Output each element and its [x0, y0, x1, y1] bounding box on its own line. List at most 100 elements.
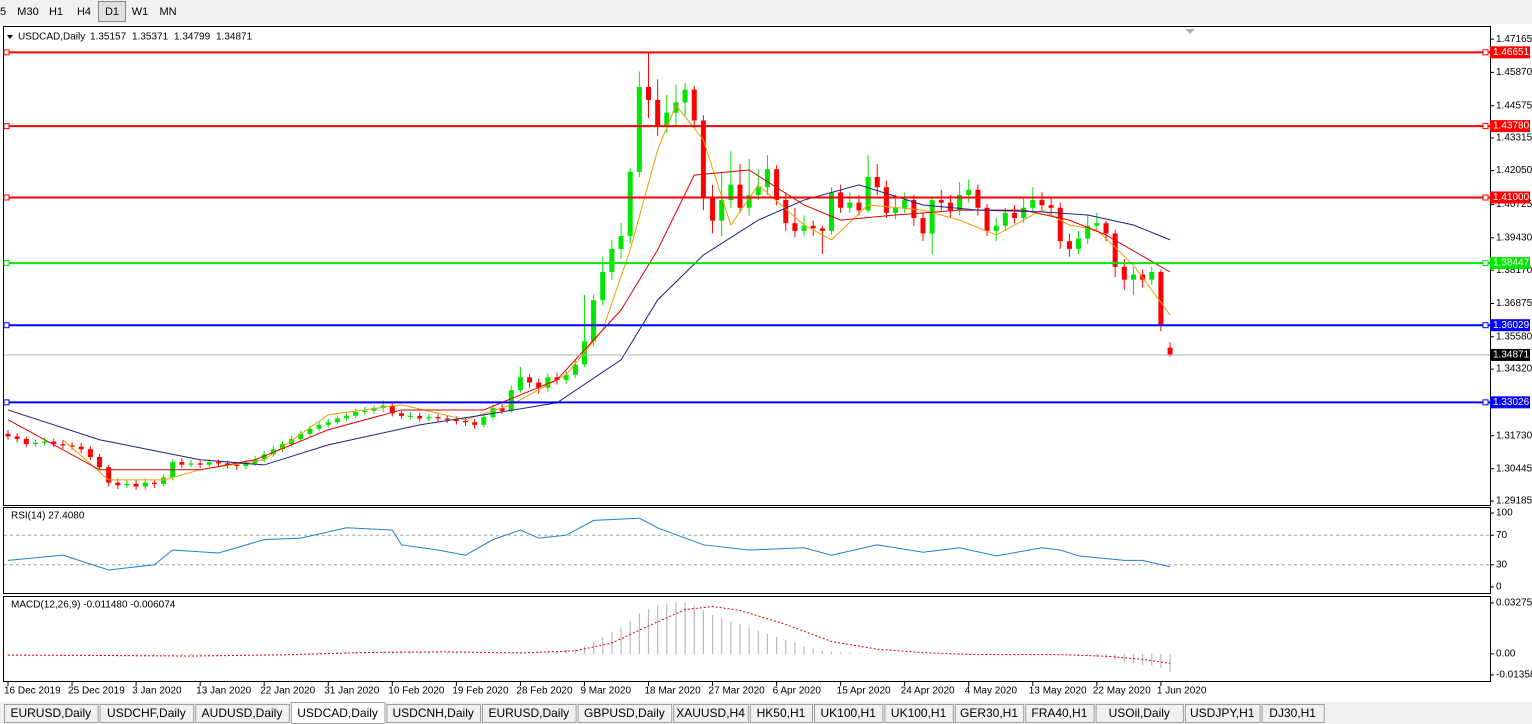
symbol-tab[interactable]	[884, 704, 954, 723]
symbol-tab-label[interactable]: DJ30,H1	[1269, 706, 1316, 720]
candle-body	[1158, 271, 1164, 326]
symbol-tab-label[interactable]: UK100,H1	[891, 706, 947, 720]
symbol-tab-label[interactable]: EURUSD,Daily	[10, 706, 91, 720]
level-price-label: 1.33026	[1493, 397, 1530, 408]
timeframe-label[interactable]: M30	[17, 6, 38, 18]
symbol-tab[interactable]	[1095, 704, 1184, 723]
candle-body	[673, 102, 679, 113]
y-tick-label: 1.45870	[1496, 67, 1532, 78]
symbol-tab-label[interactable]: HK50,H1	[757, 706, 806, 720]
timeframe-label[interactable]: H4	[77, 6, 91, 18]
candle-body	[23, 438, 29, 445]
symbol-tab[interactable]	[673, 704, 749, 723]
level-price-label: 1.36029	[1493, 320, 1530, 331]
level-price-box	[1490, 46, 1530, 59]
candle-body	[142, 482, 148, 487]
candle-body	[417, 415, 423, 419]
symbol-tab-label[interactable]: USOil,Daily	[1109, 706, 1170, 720]
candle-body	[618, 236, 624, 249]
symbol-tab[interactable]	[1025, 704, 1095, 723]
level-price-label: 1.41000	[1493, 192, 1530, 203]
candle-body	[334, 418, 340, 423]
candle-body	[453, 419, 459, 421]
symbol-tab[interactable]	[4, 704, 99, 723]
symbol-tab[interactable]	[386, 704, 481, 723]
symbol-tab-label[interactable]: EURUSD,Daily	[488, 706, 569, 720]
symbol-tab-label[interactable]: UK100,H1	[821, 706, 877, 720]
y-tick-label: 1.40725	[1496, 199, 1532, 210]
x-tick-label: 27 Mar 2020	[709, 686, 766, 697]
moving-average-line	[62, 104, 1171, 481]
candle-body	[1149, 271, 1155, 280]
symbol-tab[interactable]	[1261, 704, 1325, 723]
timeframe-button[interactable]	[42, 1, 70, 22]
candle-body	[664, 112, 670, 126]
symbol-tab-label[interactable]: GER30,H1	[960, 706, 1018, 720]
y-tick-label: 1.30445	[1496, 463, 1532, 474]
level-price-label: 1.46651	[1493, 47, 1530, 58]
level-anchor	[3, 260, 10, 267]
candle-body	[60, 444, 66, 446]
symbol-tab-label[interactable]: USDCHF,Daily	[107, 706, 186, 720]
x-tick-label: 28 Feb 2020	[516, 686, 573, 697]
timeframe-label[interactable]: D1	[105, 6, 119, 18]
candle-body	[32, 442, 38, 445]
y-tick-label: 1.36875	[1496, 298, 1532, 309]
candle-body	[920, 218, 926, 234]
candle-body	[700, 120, 706, 198]
symbol-tab[interactable]	[482, 704, 577, 723]
timeframe-label[interactable]: H1	[49, 6, 63, 18]
candle-body	[261, 454, 267, 460]
timeframe-label[interactable]: MN	[159, 6, 176, 18]
timeframe-label[interactable]: 15	[0, 6, 6, 18]
symbol-tab[interactable]	[954, 704, 1025, 723]
timeframe-button[interactable]	[98, 1, 126, 22]
x-tick-label: 13 Jan 2020	[196, 686, 251, 697]
symbol-tab[interactable]	[99, 704, 195, 723]
symbol-tab-label[interactable]: USDJPY,H1	[1190, 706, 1255, 720]
symbol-tab-label[interactable]: USDCAD,Daily	[297, 706, 378, 720]
x-tick-label: 1 Jun 2020	[1157, 686, 1207, 697]
header-high: 1.35371	[132, 32, 169, 43]
symbol-tab-label[interactable]: AUDUSD,Daily	[202, 706, 283, 720]
symbol-tab[interactable]	[577, 704, 673, 723]
chart-shift-marker[interactable]	[1185, 29, 1195, 34]
candle-body	[1021, 207, 1027, 219]
symbol-tab[interactable]	[195, 704, 290, 723]
candle-body	[710, 197, 716, 221]
symbol-tab-label[interactable]: XAUUSD,H4	[676, 706, 745, 720]
timeframe-button[interactable]	[70, 1, 98, 22]
x-tick-label: 15 Apr 2020	[837, 686, 891, 697]
candle-body	[517, 377, 523, 391]
candle-body	[1167, 347, 1173, 355]
candle-body	[984, 207, 990, 231]
candle-body	[883, 187, 889, 213]
timeframe-button[interactable]	[0, 1, 14, 22]
candle-body	[691, 89, 697, 121]
symbol-tab[interactable]	[814, 704, 884, 723]
candle-body	[1048, 205, 1054, 208]
candle-body	[14, 436, 20, 439]
symbol-tab[interactable]	[749, 704, 814, 723]
timeframe-button[interactable]	[154, 1, 182, 22]
timeframe-label[interactable]: W1	[132, 6, 149, 18]
moving-average-line	[7, 184, 1171, 466]
symbol-tab-label[interactable]: USDCNH,Daily	[393, 706, 474, 720]
candle-body	[1130, 274, 1136, 280]
current-price-label: 1.34871	[1493, 350, 1530, 361]
x-tick-label: 22 Jan 2020	[260, 686, 315, 697]
candle-body	[627, 171, 633, 237]
timeframe-button[interactable]	[14, 1, 42, 22]
level-anchor	[3, 194, 10, 201]
candle-body	[829, 192, 834, 231]
symbol-tab-label[interactable]: FRA40,H1	[1031, 706, 1087, 720]
candle-body	[225, 463, 231, 465]
symbol-tab-label[interactable]: GBPUSD,Daily	[584, 706, 665, 720]
symbol-tab[interactable]	[1184, 704, 1261, 723]
symbol-tabs: EURUSD,Daily USDCHF,Daily AUDUSD,Daily USDC…	[4, 702, 1325, 724]
candle-body	[1066, 241, 1072, 249]
level-price-box	[1490, 396, 1530, 409]
timeframe-button[interactable]	[126, 1, 154, 22]
candle-body	[719, 200, 725, 221]
candle-body	[563, 374, 569, 380]
